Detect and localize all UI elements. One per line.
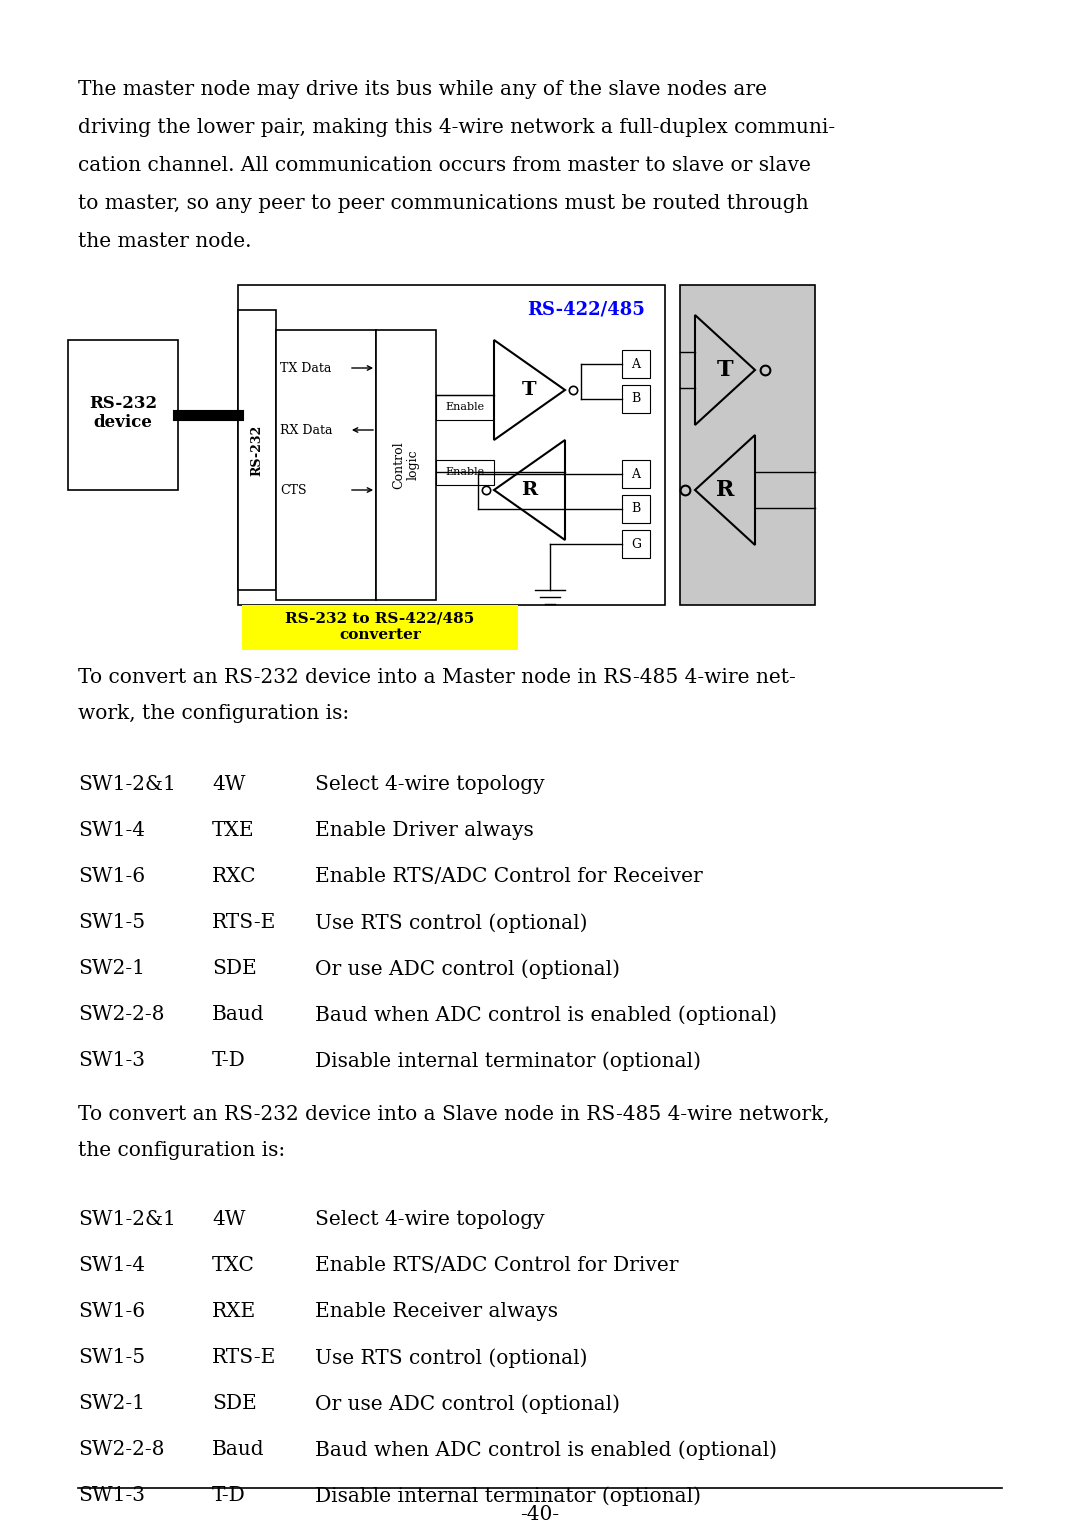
Text: B: B	[632, 392, 640, 406]
FancyBboxPatch shape	[622, 530, 650, 558]
Text: SW2-1: SW2-1	[78, 1394, 145, 1413]
Text: TXE: TXE	[212, 821, 255, 840]
Text: Use RTS control (optional): Use RTS control (optional)	[315, 913, 588, 933]
Polygon shape	[494, 440, 565, 539]
Text: Or use ADC control (optional): Or use ADC control (optional)	[315, 959, 620, 979]
FancyBboxPatch shape	[436, 460, 494, 486]
Text: B: B	[632, 502, 640, 515]
Text: Select 4-wire topology: Select 4-wire topology	[315, 775, 544, 794]
Polygon shape	[696, 316, 755, 424]
Text: Enable RTS/ADC Control for Driver: Enable RTS/ADC Control for Driver	[315, 1256, 678, 1275]
Text: To convert an RS-232 device into a Master node in RS-485 4-wire net-: To convert an RS-232 device into a Maste…	[78, 668, 796, 686]
Text: 4W: 4W	[212, 1210, 245, 1229]
Text: T-D: T-D	[212, 1051, 246, 1069]
Text: A: A	[632, 357, 640, 371]
Text: SW1-2&1: SW1-2&1	[78, 775, 176, 794]
FancyBboxPatch shape	[238, 285, 665, 605]
Text: Baud when ADC control is enabled (optional): Baud when ADC control is enabled (option…	[315, 1005, 777, 1025]
Text: Disable internal terminator (optional): Disable internal terminator (optional)	[315, 1051, 701, 1071]
Text: SW1-2&1: SW1-2&1	[78, 1210, 176, 1229]
Text: SW1-6: SW1-6	[78, 867, 145, 885]
Text: Enable RTS/ADC Control for Receiver: Enable RTS/ADC Control for Receiver	[315, 867, 703, 885]
Text: the configuration is:: the configuration is:	[78, 1141, 285, 1160]
FancyBboxPatch shape	[436, 395, 494, 420]
Text: Control
logic: Control logic	[392, 441, 420, 489]
Text: RTS-E: RTS-E	[212, 913, 276, 931]
Text: SW1-5: SW1-5	[78, 1348, 145, 1367]
FancyBboxPatch shape	[238, 309, 276, 590]
Text: G: G	[631, 538, 642, 550]
Text: cation channel. All communication occurs from master to slave or slave: cation channel. All communication occurs…	[78, 156, 811, 175]
FancyBboxPatch shape	[622, 349, 650, 378]
FancyBboxPatch shape	[680, 285, 815, 605]
Text: Baud: Baud	[212, 1440, 265, 1458]
Text: SW1-3: SW1-3	[78, 1051, 145, 1069]
FancyBboxPatch shape	[622, 385, 650, 414]
Text: SW1-4: SW1-4	[78, 821, 145, 840]
Text: T: T	[717, 358, 733, 381]
Text: Use RTS control (optional): Use RTS control (optional)	[315, 1348, 588, 1368]
Text: SDE: SDE	[212, 959, 257, 977]
Text: Enable: Enable	[445, 467, 485, 476]
Polygon shape	[696, 435, 755, 545]
Text: SDE: SDE	[212, 1394, 257, 1413]
FancyBboxPatch shape	[376, 329, 436, 601]
FancyBboxPatch shape	[622, 460, 650, 489]
Text: Enable Driver always: Enable Driver always	[315, 821, 534, 840]
Text: TXC: TXC	[212, 1256, 255, 1275]
Text: To convert an RS-232 device into a Slave node in RS-485 4-wire network,: To convert an RS-232 device into a Slave…	[78, 1105, 829, 1124]
Text: 4W: 4W	[212, 775, 245, 794]
Text: Select 4-wire topology: Select 4-wire topology	[315, 1210, 544, 1229]
Text: RS-232: RS-232	[251, 424, 264, 475]
Text: Or use ADC control (optional): Or use ADC control (optional)	[315, 1394, 620, 1414]
Text: Enable Receiver always: Enable Receiver always	[315, 1302, 558, 1321]
Text: RXE: RXE	[212, 1302, 256, 1321]
Text: work, the configuration is:: work, the configuration is:	[78, 705, 349, 723]
Text: RS-422/485: RS-422/485	[527, 300, 645, 319]
Text: SW1-6: SW1-6	[78, 1302, 145, 1321]
Text: SW1-3: SW1-3	[78, 1486, 145, 1504]
Text: Baud when ADC control is enabled (optional): Baud when ADC control is enabled (option…	[315, 1440, 777, 1460]
Text: R: R	[716, 480, 734, 501]
Text: T-D: T-D	[212, 1486, 246, 1504]
Text: to master, so any peer to peer communications must be routed through: to master, so any peer to peer communica…	[78, 195, 809, 213]
Text: SW1-4: SW1-4	[78, 1256, 145, 1275]
Text: -40-: -40-	[521, 1504, 559, 1524]
Text: Disable internal terminator (optional): Disable internal terminator (optional)	[315, 1486, 701, 1506]
Text: T: T	[523, 381, 537, 398]
Text: SW2-1: SW2-1	[78, 959, 145, 977]
Text: the master node.: the master node.	[78, 231, 252, 251]
Text: Enable: Enable	[445, 401, 485, 412]
Text: Baud: Baud	[212, 1005, 265, 1023]
FancyBboxPatch shape	[242, 605, 518, 650]
Text: TX Data: TX Data	[280, 362, 332, 374]
Text: RS-232
device: RS-232 device	[89, 395, 157, 432]
Text: SW1-5: SW1-5	[78, 913, 145, 931]
Text: The master node may drive its bus while any of the slave nodes are: The master node may drive its bus while …	[78, 80, 767, 100]
Text: RXC: RXC	[212, 867, 257, 885]
Polygon shape	[494, 340, 565, 440]
Text: R: R	[522, 481, 538, 499]
Text: A: A	[632, 467, 640, 481]
FancyBboxPatch shape	[68, 340, 178, 490]
FancyBboxPatch shape	[276, 329, 376, 601]
FancyBboxPatch shape	[622, 495, 650, 522]
Text: SW2-2-8: SW2-2-8	[78, 1440, 164, 1458]
Text: RS-232 to RS-422/485
converter: RS-232 to RS-422/485 converter	[285, 611, 474, 642]
Text: SW2-2-8: SW2-2-8	[78, 1005, 164, 1023]
Text: RX Data: RX Data	[280, 423, 333, 437]
Text: CTS: CTS	[280, 484, 307, 496]
Text: RTS-E: RTS-E	[212, 1348, 276, 1367]
Text: driving the lower pair, making this 4-wire network a full-duplex communi-: driving the lower pair, making this 4-wi…	[78, 118, 835, 136]
